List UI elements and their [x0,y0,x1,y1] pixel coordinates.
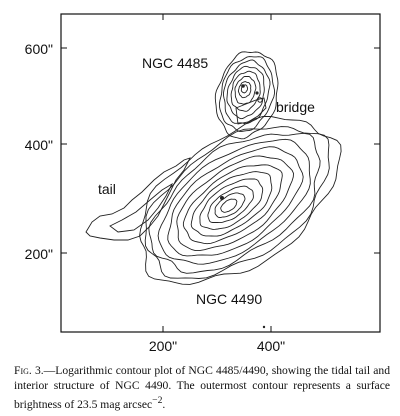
ngc4485-contour-ring [223,59,271,125]
ngc4485-contours [214,51,279,140]
contour-plot: 600" 400" 200" 200" 400" NGC 4485 bridge… [25,13,381,354]
label-ngc4490: NGC 4490 [196,291,262,307]
ngc4490-contour-ring [190,171,273,237]
tail-outline [85,157,191,241]
ngc4490-contour-ring [214,192,246,218]
label-bridge: bridge [276,99,315,115]
ngc4490-contour-ring [157,138,311,265]
ngc4490-contour-ring [167,146,304,257]
ngc4490-contour-ring [144,126,330,279]
caption-text: —Logarithmic contour plot of NGC 4485/44… [14,364,391,411]
stray-dot [262,325,266,329]
ngc4490-contour-ring [199,178,264,230]
figure-caption: Fig. 3.—Logarithmic contour plot of NGC … [14,363,390,412]
caption-exponent: −2 [152,395,163,406]
ngc4490-contour-ring [148,132,321,274]
nucleus-ngc4490 [220,196,224,200]
ngc4490-contour-ring [207,185,254,224]
ngc4485-contour-ring [240,84,249,94]
caption-end: . [162,397,166,411]
ngc4485-contour-ring [218,56,275,132]
nucleus-ngc4485 [241,84,245,88]
ngc4490-contour-ring [182,164,283,245]
bridge-knot [255,91,259,95]
x-tick-label-200: 200" [149,338,177,354]
ngc4485-contour-ring [214,51,279,140]
tail-inner [109,182,174,233]
ngc4485-contour-ring [226,65,265,120]
bridge-contour [235,97,267,125]
y-tick-label-400: 400" [25,137,53,153]
contour-figure: 600" 400" 200" 200" 400" NGC 4485 bridge… [25,13,381,354]
y-tick-label-200: 200" [25,246,53,262]
ngc4485-contour-ring [234,75,257,105]
ngc4490-contour-ring [220,198,238,213]
ngc4490-contours [139,116,342,285]
x-tick-label-400: 400" [257,338,285,354]
label-ngc4485: NGC 4485 [142,55,208,71]
ngc4485-contour-ring [230,70,261,112]
plot-frame [60,13,381,333]
label-tail: tail [98,181,116,197]
ngc4485-contour-ring [237,81,252,99]
ngc4490-contour-ring [139,116,342,285]
ngc4490-contour-ring [176,155,294,252]
bridge-knot [257,97,263,103]
y-tick-label-600: 600" [25,41,53,57]
caption-lead: Fig. 3. [14,364,44,377]
